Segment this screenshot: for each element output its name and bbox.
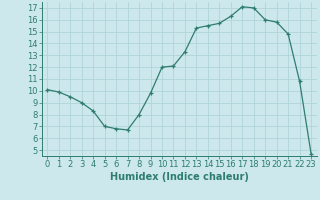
X-axis label: Humidex (Indice chaleur): Humidex (Indice chaleur) — [110, 172, 249, 182]
